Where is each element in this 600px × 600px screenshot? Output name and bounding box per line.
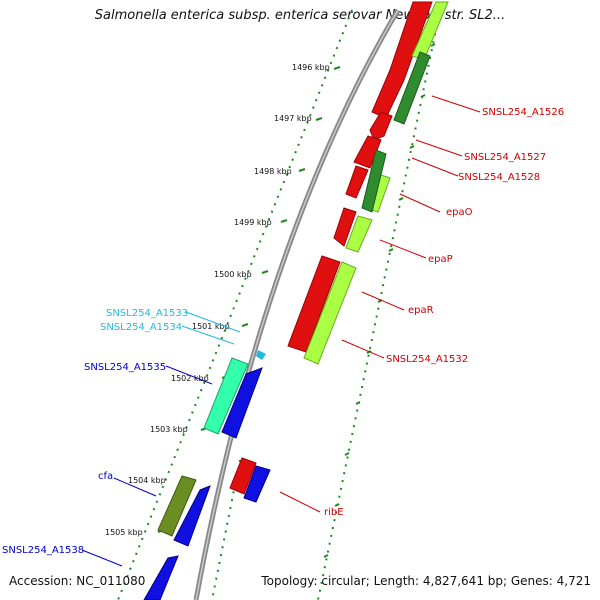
gene-blue-cfa[interactable] — [173, 485, 211, 547]
map-title: Salmonella enterica subsp. enterica sero… — [94, 8, 506, 23]
gene-dkgreen-1[interactable] — [393, 51, 431, 125]
gene-blue-1535[interactable] — [221, 367, 263, 439]
gene-a1535-cyan[interactable] — [203, 357, 249, 435]
label-epaP: epaP — [428, 254, 453, 265]
label-a1533: SNSL254_A1533 — [106, 308, 188, 319]
tick-label-1501: 1501 kbp — [192, 322, 230, 331]
dark-green-genes — [361, 51, 431, 213]
gene-a1527[interactable] — [369, 111, 393, 141]
label-epaO: epaO — [446, 207, 473, 218]
tick-label-1500: 1500 kbp — [214, 270, 252, 279]
tick-label-1505: 1505 kbp — [105, 528, 143, 537]
tick-label-1504: 1504 kbp — [128, 476, 166, 485]
gene-cfa[interactable] — [157, 475, 197, 537]
label-a1527: SNSL254_A1527 — [464, 152, 546, 163]
label-leaders — [81, 95, 481, 567]
reverse-strand-genes — [143, 367, 271, 600]
gene-ribE[interactable] — [229, 457, 257, 495]
backbone — [193, 8, 401, 600]
gene-dkgreen-2[interactable] — [361, 149, 387, 213]
tick-label-1499: 1499 kbp — [234, 218, 272, 227]
gene-epaP-lime[interactable] — [345, 215, 373, 253]
label-a1526: SNSL254_A1526 — [482, 107, 564, 118]
gene-a1533-small[interactable] — [256, 350, 266, 360]
tick-label-1502: 1502 kbp — [171, 374, 209, 383]
forward-strand-genes — [229, 1, 433, 495]
gene-blue-ribE[interactable] — [243, 465, 271, 503]
label-ribE: ribE — [324, 507, 344, 518]
label-a1528: SNSL254_A1528 — [458, 172, 540, 183]
tick-label-1503: 1503 kbp — [150, 425, 188, 434]
label-cfa: cfa — [98, 471, 113, 482]
label-a1535: SNSL254_A1535 — [84, 362, 166, 373]
tick-label-1497: 1497 kbp — [274, 114, 312, 123]
label-epaR: epaR — [408, 305, 434, 316]
gene-a1528[interactable] — [353, 135, 382, 169]
label-a1534: SNSL254_A1534 — [100, 322, 182, 333]
gene-epaO[interactable] — [333, 207, 357, 247]
tick-label-1496: 1496 kbp — [292, 63, 330, 72]
gene-epaO-part[interactable] — [345, 165, 369, 199]
label-a1532: SNSL254_A1532 — [386, 354, 468, 365]
gene-blue-1538[interactable] — [143, 555, 179, 600]
label-a1538: SNSL254_A1538 — [2, 545, 84, 556]
inner-dotted-track — [117, 9, 353, 600]
tick-label-1498: 1498 kbp — [254, 167, 292, 176]
accession-label: Accession: NC_011080 — [9, 574, 146, 588]
backbone-highlight — [195, 9, 399, 600]
genome-stats: Topology: circular; Length: 4,827,641 bp… — [261, 574, 591, 588]
gene-a1532[interactable] — [303, 261, 357, 365]
